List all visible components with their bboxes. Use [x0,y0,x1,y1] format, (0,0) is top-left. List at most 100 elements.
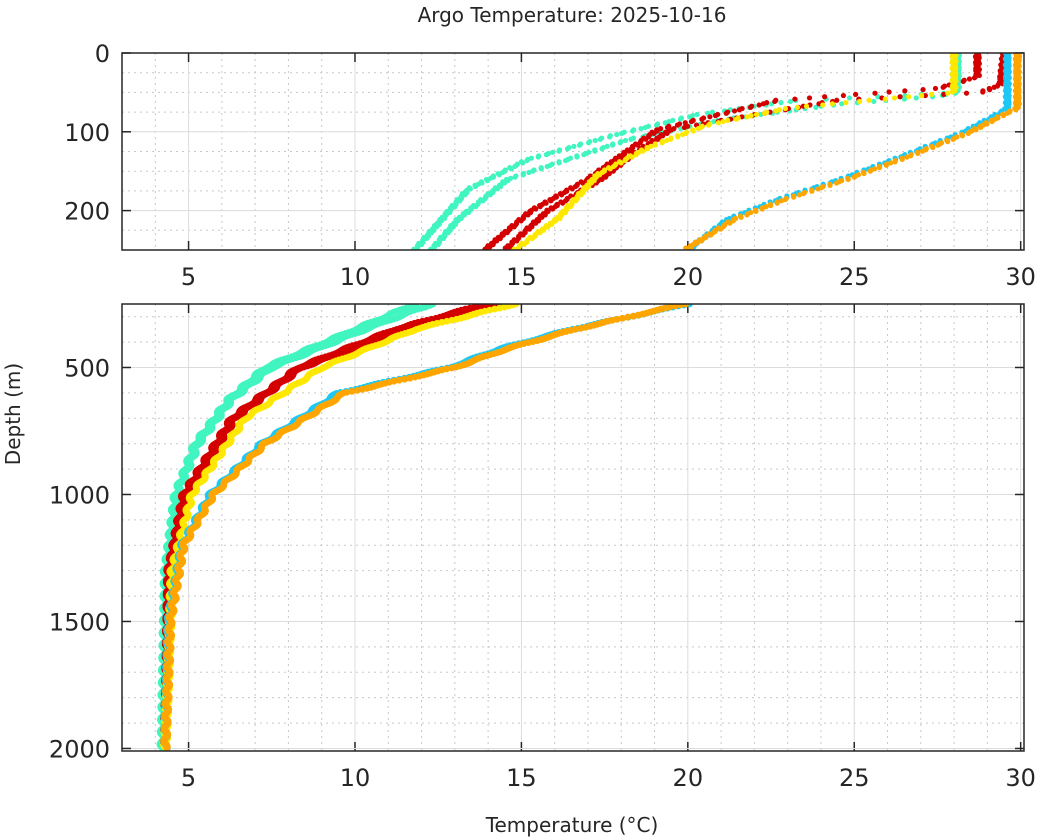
data-point [827,182,833,188]
data-point [508,166,514,172]
data-point [609,142,616,148]
data-point [698,238,704,244]
data-point [759,206,765,212]
data-point [682,304,690,308]
data-point [778,100,784,106]
data-point [930,144,936,151]
data-point [556,160,562,166]
data-point [633,152,639,158]
x-tick-label: 30 [1005,263,1036,291]
y-tick-label: 500 [64,354,110,382]
data-point [664,137,670,144]
data-point [512,163,518,170]
data-point [557,215,563,222]
data-point [638,126,644,132]
data-point [514,238,520,244]
data-point [574,154,580,160]
profile-orange [160,304,690,751]
data-point [529,235,535,242]
data-point [707,114,713,120]
data-point [642,124,648,131]
data-point [564,146,571,152]
data-point [581,152,587,158]
data-point [643,136,649,142]
data-point [940,84,946,90]
data-point [778,198,785,204]
data-point [533,206,539,212]
data-point [756,102,762,108]
data-point [664,130,670,136]
x-tick-label: 15 [506,764,537,792]
data-point [959,133,966,139]
data-point [550,206,556,212]
data-point [866,97,872,103]
data-point [787,98,794,105]
data-point [585,140,592,146]
data-point [966,76,973,82]
data-point [630,128,636,134]
data-point [465,209,472,216]
data-point [618,314,626,322]
data-point [511,246,517,250]
x-tick-label: 30 [1005,764,1036,792]
data-point [736,107,743,113]
data-point [573,198,579,204]
data-point [840,92,847,99]
data-point [711,118,717,125]
data-point [725,117,731,123]
data-point [496,172,502,178]
data-point [1000,113,1007,119]
data-point [518,218,524,224]
data-point [899,156,905,162]
data-point [839,101,845,107]
x-axis-label: Temperature (°C) [485,813,659,837]
y-axis-label: Depth (m) [1,363,25,465]
y-tick-label: 1500 [49,608,110,636]
data-point [628,136,634,142]
data-point [846,95,853,101]
data-point [659,140,665,146]
data-point [712,113,719,119]
chart-title: Argo Temperature: 2025-10-16 [418,3,727,27]
data-point [688,118,695,125]
data-point [978,124,984,131]
data-point [774,200,780,206]
data-point [695,126,701,132]
data-point [915,150,921,157]
profile-yellow [511,53,959,250]
data-point [457,198,463,204]
data-point [577,324,584,332]
data-point [521,241,527,248]
data-point [599,146,605,152]
data-point [720,118,726,125]
data-point [607,166,613,172]
data-point [556,148,562,154]
panel-upper: 5 10 15 20 25 30 0 100 200 [64,40,1036,291]
data-point [888,160,894,166]
data-point [965,130,971,136]
data-point [614,131,620,138]
data-point [919,92,925,99]
series-group [156,304,693,751]
x-tick-label: 25 [839,764,870,792]
data-point [537,204,543,210]
data-point [904,154,910,160]
y-tick-label: 2000 [49,735,110,763]
data-point [395,376,403,384]
series-group [411,53,1022,250]
data-point [560,200,566,206]
data-point [687,114,693,120]
data-point [960,78,966,84]
data-point [549,221,555,227]
x-tick-label: 20 [673,263,704,291]
x-tick-label: 25 [839,263,870,291]
data-point [709,109,716,115]
data-point [963,90,970,96]
axes-frame [121,52,1025,251]
data-point [544,163,550,170]
profile-orange [683,53,1022,250]
data-point [676,304,684,309]
data-point [706,122,712,128]
plot-area [122,304,1024,751]
data-point [677,116,684,122]
